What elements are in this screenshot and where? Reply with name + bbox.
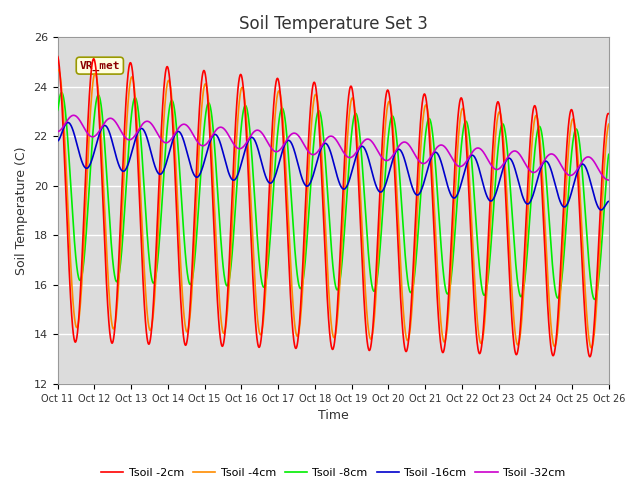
Tsoil -32cm — [116, 128, 124, 133]
Tsoil -32cm — [54, 129, 61, 134]
Tsoil -2cm — [289, 328, 297, 334]
Tsoil -8cm — [595, 279, 602, 285]
Tsoil -4cm — [54, 68, 61, 73]
Tsoil -8cm — [54, 108, 61, 113]
Tsoil -2cm — [54, 53, 61, 59]
Tsoil -8cm — [265, 250, 273, 255]
Line: Tsoil -16cm: Tsoil -16cm — [58, 122, 609, 210]
Tsoil -8cm — [289, 221, 297, 227]
Tsoil -2cm — [605, 111, 612, 117]
Tsoil -4cm — [535, 124, 543, 130]
Tsoil -16cm — [535, 172, 543, 178]
Tsoil -16cm — [289, 144, 297, 150]
Tsoil -16cm — [595, 204, 602, 210]
Tsoil -2cm — [265, 194, 273, 200]
Tsoil -4cm — [588, 345, 595, 351]
Tsoil -4cm — [265, 223, 273, 228]
Line: Tsoil -32cm: Tsoil -32cm — [58, 115, 609, 180]
Tsoil -8cm — [58, 90, 65, 96]
Tsoil -4cm — [150, 312, 157, 317]
Tsoil -2cm — [535, 130, 543, 135]
Tsoil -8cm — [591, 297, 598, 302]
Tsoil -32cm — [605, 177, 612, 183]
Tsoil -32cm — [535, 166, 543, 172]
Tsoil -16cm — [265, 180, 273, 186]
Tsoil -32cm — [70, 112, 77, 118]
Tsoil -32cm — [595, 166, 602, 171]
Text: VR_met: VR_met — [79, 60, 120, 71]
Tsoil -16cm — [116, 166, 124, 172]
Tsoil -2cm — [149, 306, 157, 312]
Tsoil -8cm — [535, 124, 543, 130]
Tsoil -32cm — [265, 142, 273, 148]
Tsoil -4cm — [595, 273, 602, 279]
Tsoil -2cm — [586, 354, 594, 360]
Line: Tsoil -8cm: Tsoil -8cm — [58, 93, 609, 300]
Tsoil -16cm — [597, 207, 605, 213]
Tsoil -32cm — [150, 123, 157, 129]
Tsoil -16cm — [64, 120, 72, 125]
Tsoil -16cm — [605, 199, 612, 204]
Tsoil -2cm — [116, 220, 124, 226]
Line: Tsoil -2cm: Tsoil -2cm — [58, 56, 609, 357]
X-axis label: Time: Time — [318, 409, 349, 422]
Tsoil -4cm — [605, 121, 612, 127]
Tsoil -16cm — [54, 138, 61, 144]
Tsoil -2cm — [595, 251, 602, 256]
Line: Tsoil -4cm: Tsoil -4cm — [58, 70, 609, 348]
Tsoil -16cm — [150, 158, 157, 164]
Title: Soil Temperature Set 3: Soil Temperature Set 3 — [239, 15, 428, 33]
Tsoil -32cm — [289, 131, 297, 136]
Legend: Tsoil -2cm, Tsoil -4cm, Tsoil -8cm, Tsoil -16cm, Tsoil -32cm: Tsoil -2cm, Tsoil -4cm, Tsoil -8cm, Tsoi… — [97, 464, 570, 480]
Tsoil -4cm — [289, 302, 297, 308]
Tsoil -8cm — [116, 260, 124, 265]
Tsoil -4cm — [54, 67, 62, 73]
Y-axis label: Soil Temperature (C): Soil Temperature (C) — [15, 146, 28, 275]
Tsoil -4cm — [116, 245, 124, 251]
Tsoil -8cm — [150, 280, 157, 286]
Tsoil -8cm — [605, 152, 612, 157]
